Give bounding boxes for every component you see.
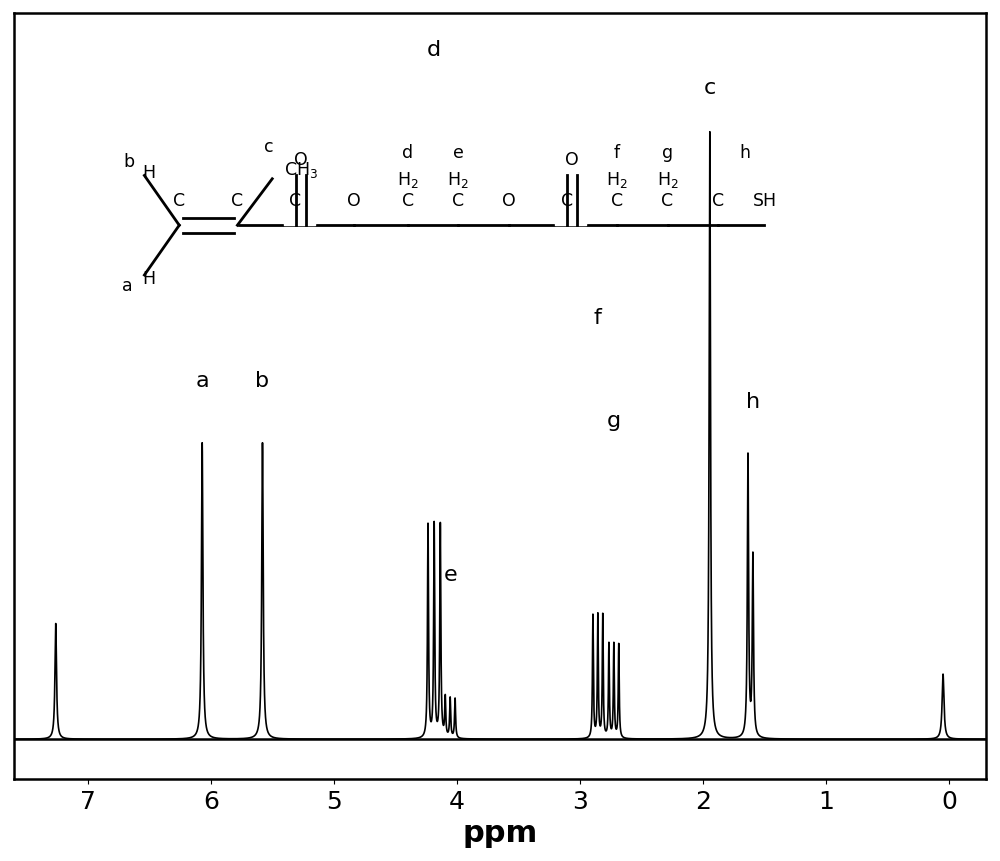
Text: H$_2$: H$_2$ <box>606 170 628 189</box>
Text: f: f <box>594 307 602 327</box>
Text: C: C <box>402 191 414 209</box>
Text: h: h <box>740 144 750 162</box>
Text: O: O <box>502 191 516 209</box>
Text: e: e <box>453 144 464 162</box>
Text: a: a <box>195 370 209 390</box>
Text: c: c <box>264 138 273 155</box>
Text: H: H <box>142 164 155 182</box>
X-axis label: ppm: ppm <box>462 818 538 847</box>
Text: O: O <box>347 191 360 209</box>
Text: CH$_3$: CH$_3$ <box>284 159 318 180</box>
Text: d: d <box>427 40 441 59</box>
Text: g: g <box>662 144 673 162</box>
Text: a: a <box>122 276 133 294</box>
Text: H$_2$: H$_2$ <box>447 170 469 189</box>
Text: b: b <box>123 152 134 170</box>
Text: b: b <box>255 370 270 390</box>
Text: SH: SH <box>753 191 777 209</box>
Text: C: C <box>173 191 185 209</box>
Text: C: C <box>611 191 623 209</box>
Text: C: C <box>661 191 674 209</box>
Text: g: g <box>607 411 621 430</box>
Text: O: O <box>294 151 307 169</box>
Text: C: C <box>712 191 724 209</box>
Text: O: O <box>565 151 579 169</box>
Text: H$_2$: H$_2$ <box>397 170 419 189</box>
Text: h: h <box>746 392 760 412</box>
Text: C: C <box>561 191 573 209</box>
Text: C: C <box>231 191 243 209</box>
Text: H$_2$: H$_2$ <box>657 170 678 189</box>
Text: H: H <box>142 270 155 288</box>
Text: d: d <box>402 144 413 162</box>
Text: C: C <box>289 191 302 209</box>
Text: C: C <box>452 191 464 209</box>
Text: f: f <box>614 144 620 162</box>
Text: c: c <box>704 78 716 98</box>
Text: e: e <box>443 564 457 584</box>
